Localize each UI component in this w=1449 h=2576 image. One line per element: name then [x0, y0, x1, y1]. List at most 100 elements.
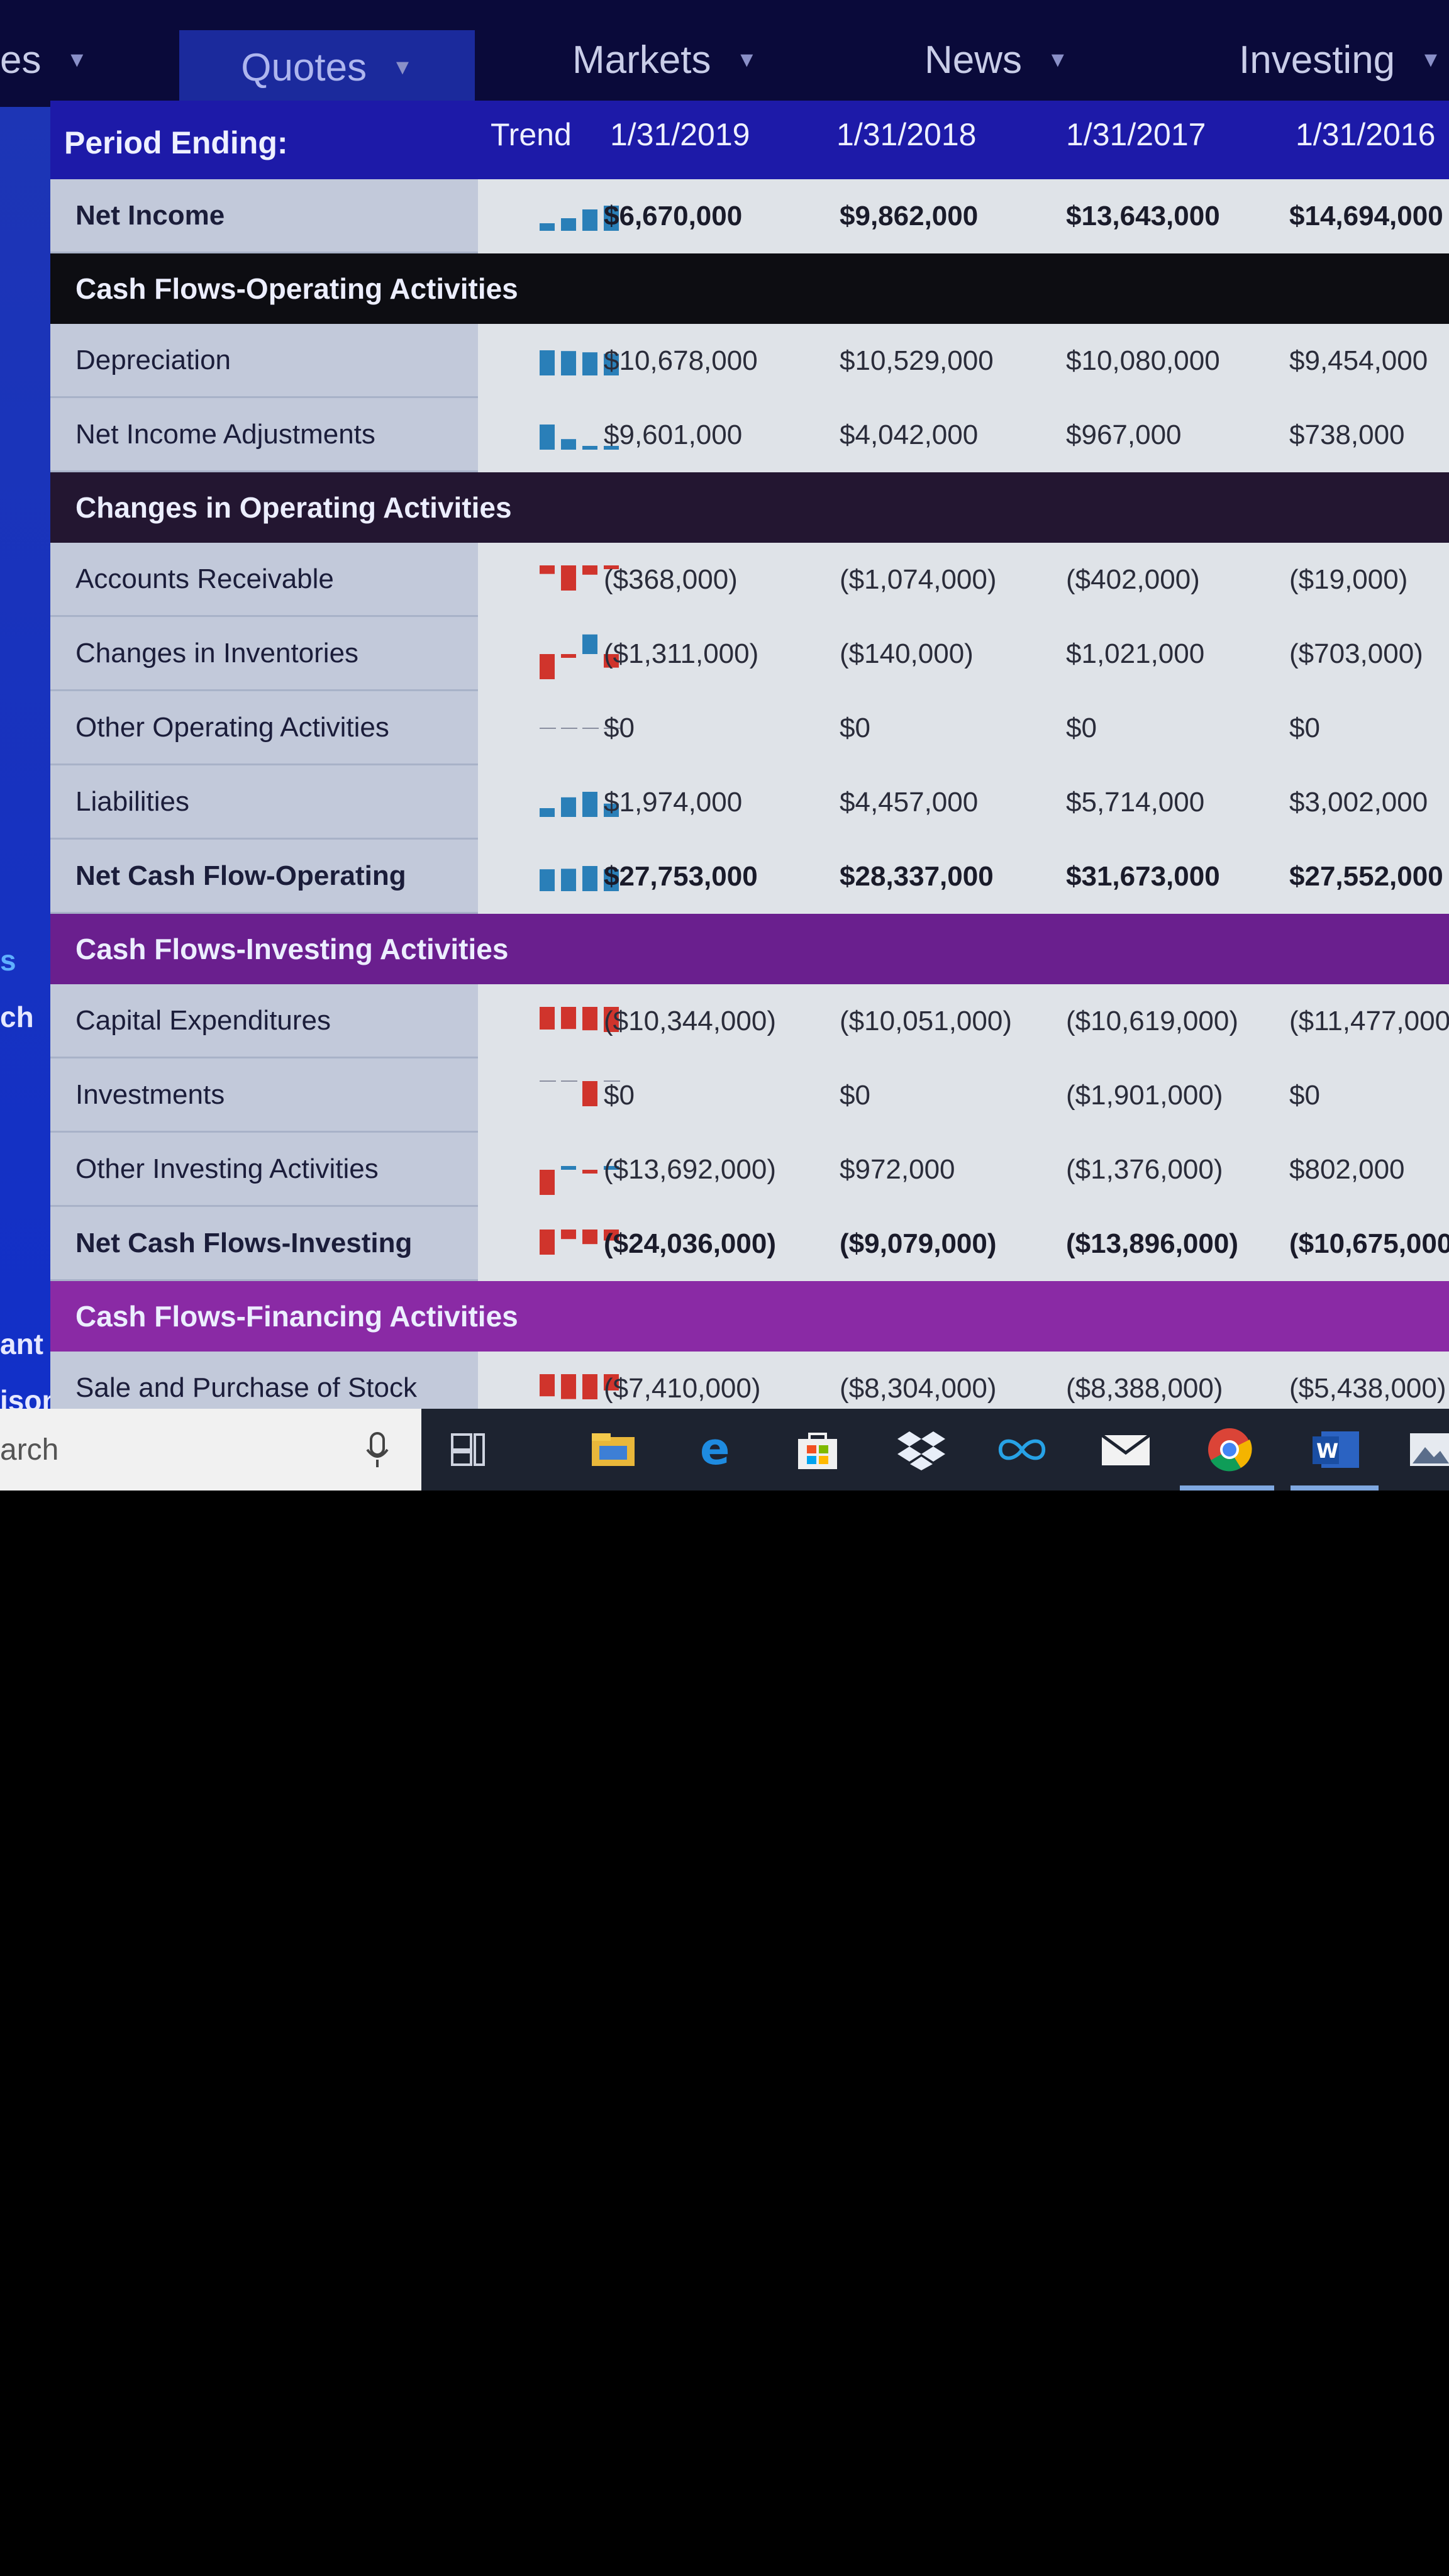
trend-bar [540, 1230, 555, 1255]
table-row[interactable]: Changes in Inventories ($1,311,000) ($140,… [50, 617, 1449, 693]
trend-bar [561, 1007, 576, 1030]
trend-bar [582, 1007, 597, 1031]
row-values: $6,670,000 $9,862,000 $13,643,000 $14,694,0… [478, 179, 1449, 255]
chrome-icon[interactable] [1204, 1426, 1255, 1473]
trend-sparkline [540, 728, 620, 729]
nav-item-news[interactable]: News ▼ [924, 25, 1069, 94]
active-indicator [1180, 1485, 1274, 1491]
value-cell: $0 [1066, 713, 1097, 743]
table-row[interactable]: Other Operating Activities $0 $0 $0 $0 [50, 691, 1449, 767]
nav-quotes-label: Quotes [241, 45, 367, 89]
store-icon[interactable] [792, 1426, 843, 1473]
row-values: $10,678,000 $10,529,000 $10,080,000 $9,454,… [478, 324, 1449, 400]
trend-bar [540, 1170, 555, 1195]
trend-sparkline [540, 792, 619, 817]
nav-investing-label: Investing [1239, 38, 1396, 82]
nav-item-markets[interactable]: Markets ▼ [572, 25, 757, 94]
row-label: Liabilities [50, 765, 478, 840]
table-row[interactable]: Accounts Receivable ($368,000) ($1,074,000… [50, 543, 1449, 619]
trend-bar [582, 634, 597, 654]
table-header: Period Ending: Trend 1/31/2019 1/31/2018… [50, 101, 1449, 179]
sidebar-fragment[interactable]: ch [0, 1001, 34, 1033]
value-cell: $802,000 [1289, 1154, 1405, 1185]
row-label: Capital Expenditures [50, 984, 478, 1058]
date-header: 1/31/2016 [1296, 117, 1436, 152]
trend-bar [604, 1374, 619, 1391]
value-cell: ($140,000) [840, 638, 974, 669]
chevron-down-icon: ▼ [66, 47, 88, 72]
trend-bar [540, 425, 555, 450]
taskbar-search-box[interactable]: arch [0, 1409, 421, 1491]
value-cell: ($9,079,000) [840, 1228, 997, 1259]
row-values: ($368,000) ($1,074,000) ($402,000) ($19,000… [478, 543, 1449, 619]
value-cell: $27,552,000 [1289, 861, 1443, 892]
table-row[interactable]: Net Income Adjustments $9,601,000 $4,042,0… [50, 398, 1449, 474]
task-view-icon[interactable] [443, 1426, 494, 1473]
trend-sparkline [540, 206, 619, 231]
nav-item-fragment[interactable]: es ▼ [0, 25, 87, 94]
table-row[interactable]: Net Cash Flow-Operating $27,753,000 $28,33… [50, 840, 1449, 916]
row-label: Net Income [50, 179, 478, 253]
windows-taskbar: arch e W [0, 1409, 1449, 1491]
file-explorer-icon[interactable] [588, 1426, 638, 1473]
chevron-down-icon: ▼ [1420, 47, 1441, 72]
svg-text:e: e [700, 1428, 730, 1472]
table-row[interactable]: Net Cash Flows-Investing ($24,036,000) ($9… [50, 1207, 1449, 1283]
value-cell: $27,753,000 [604, 861, 758, 892]
dropbox-icon[interactable] [896, 1426, 947, 1473]
trend-bar [540, 654, 555, 679]
value-cell: ($10,344,000) [604, 1006, 776, 1036]
trend-bar [604, 353, 619, 375]
trend-bar [604, 1166, 619, 1170]
mail-icon[interactable] [1101, 1426, 1151, 1473]
value-cell: ($368,000) [604, 564, 738, 595]
section-header: Changes in Operating Activities [50, 472, 1449, 543]
sidebar-fragment[interactable]: ant [0, 1328, 43, 1360]
trend-bar [561, 797, 576, 817]
top-navigation: es ▼ Quotes ▼ Markets ▼ News ▼ Investing… [0, 0, 1449, 107]
word-icon[interactable]: W [1311, 1426, 1362, 1473]
nav-item-quotes[interactable]: Quotes ▼ [179, 30, 475, 104]
value-cell: $6,670,000 [604, 201, 743, 231]
table-row[interactable]: Net Income $6,670,000 $9,862,000 $13,643,00… [50, 179, 1449, 255]
trend-bar [604, 869, 619, 891]
trend-bar [582, 352, 597, 375]
table-row[interactable]: Capital Expenditures ($10,344,000) ($10,05… [50, 984, 1449, 1060]
value-cell: ($10,051,000) [840, 1006, 1012, 1036]
row-label: Net Income Adjustments [50, 398, 478, 472]
sidebar-fragment[interactable]: s [0, 944, 16, 977]
trend-bar [540, 1007, 555, 1030]
infinity-icon[interactable] [997, 1426, 1047, 1473]
value-cell: ($7,410,000) [604, 1373, 761, 1404]
table-row[interactable]: Liabilities $1,974,000 $4,457,000 $5,714,00… [50, 765, 1449, 841]
nav-fragment-label: es [0, 38, 42, 82]
trend-bar [582, 1374, 597, 1399]
value-cell: ($24,036,000) [604, 1228, 776, 1259]
table-row[interactable]: Other Investing Activities ($13,692,000) $… [50, 1133, 1449, 1209]
trend-sparkline [540, 425, 619, 450]
value-cell: ($8,388,000) [1066, 1373, 1223, 1404]
trend-bar [561, 1166, 576, 1170]
microphone-icon[interactable] [352, 1426, 402, 1473]
table-row[interactable]: Investments $0 $0 ($1,901,000) $0 [50, 1058, 1449, 1135]
trend-sparkline [540, 1374, 619, 1399]
value-cell: $5,714,000 [1066, 787, 1205, 818]
value-cell: $9,601,000 [604, 419, 743, 450]
trend-bar [561, 1230, 576, 1240]
value-cell: $738,000 [1289, 419, 1405, 450]
nav-item-investing[interactable]: Investing ▼ [1239, 25, 1441, 94]
edge-icon[interactable]: e [692, 1426, 742, 1473]
trend-bar [604, 654, 619, 668]
chevron-down-icon: ▼ [736, 47, 758, 72]
row-values: $0 $0 ($1,901,000) $0 [478, 1058, 1449, 1135]
trend-sparkline [540, 1007, 619, 1032]
value-cell: $9,454,000 [1289, 345, 1428, 376]
photos-icon[interactable] [1406, 1426, 1449, 1473]
trend-bar [561, 218, 576, 231]
active-indicator [1291, 1485, 1379, 1491]
value-cell: $10,678,000 [604, 345, 758, 376]
row-values: $9,601,000 $4,042,000 $967,000 $738,000 [478, 398, 1449, 474]
table-row[interactable]: Depreciation $10,678,000 $10,529,000 $10,08… [50, 324, 1449, 400]
value-cell: $13,643,000 [1066, 201, 1220, 231]
trend-sparkline [540, 1080, 620, 1106]
